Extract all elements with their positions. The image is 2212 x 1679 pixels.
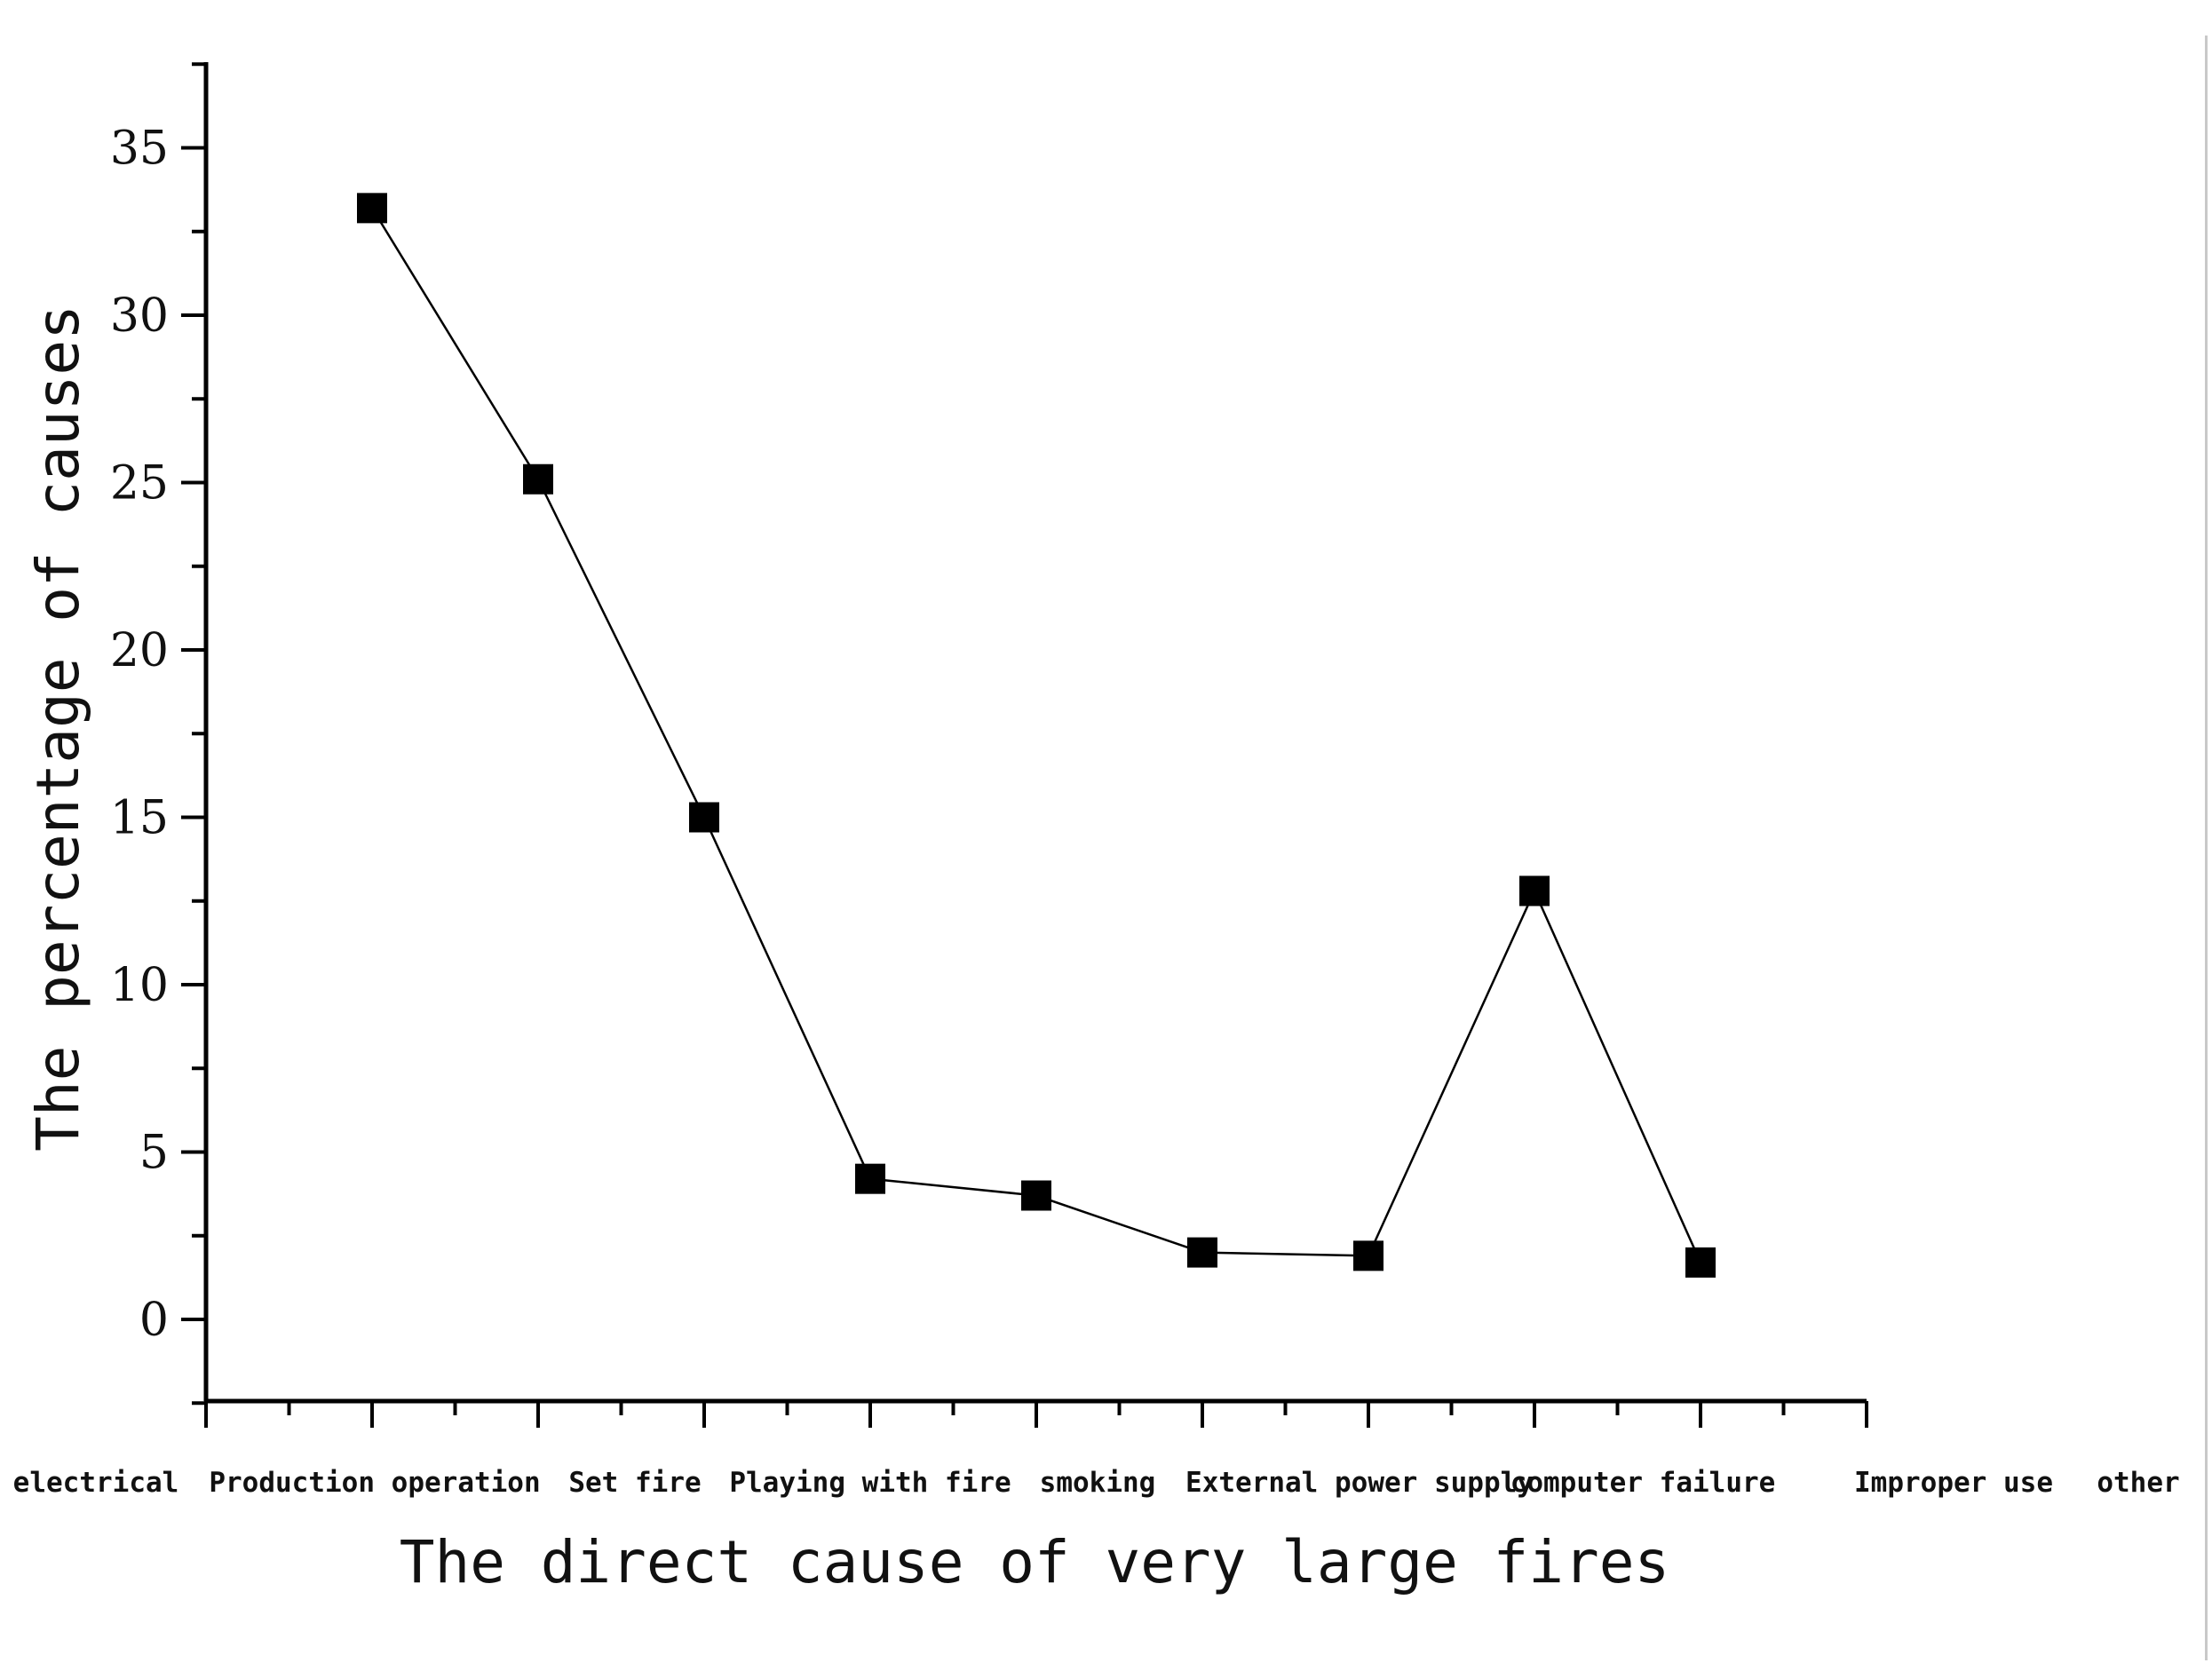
x-category-label: electrical <box>13 1467 179 1499</box>
data-point <box>523 463 553 495</box>
data-point <box>1685 1247 1716 1278</box>
x-category-label: Set fire <box>568 1467 701 1499</box>
y-tick-label: 5 <box>139 1127 169 1180</box>
data-point <box>855 1163 885 1194</box>
plot-area <box>357 193 1716 1278</box>
series-line <box>370 207 1702 1263</box>
data-point <box>1187 1237 1217 1268</box>
x-category-label: Playing with fire <box>729 1467 1011 1499</box>
data-point <box>1021 1180 1051 1211</box>
data-point <box>357 193 387 224</box>
category-labels: electrical Production operation Set fire Pl… <box>13 1467 2180 1499</box>
x-category-label: External power supply <box>1185 1467 1534 1499</box>
y-tick-label: 35 <box>110 123 169 176</box>
x-axis-ticks <box>204 1401 1868 1428</box>
data-point <box>689 802 719 833</box>
y-tick-label: 20 <box>110 624 169 677</box>
y-axis-title: The percentage of causes <box>24 305 92 1152</box>
right-border <box>2205 36 2208 1660</box>
y-tick-label: 30 <box>110 289 169 343</box>
y-tick-label: 0 <box>139 1294 169 1347</box>
x-category-label: smoking <box>1040 1467 1156 1499</box>
data-point <box>1353 1240 1383 1271</box>
x-category-label: other <box>2097 1467 2179 1499</box>
x-axis-title: The direct cause of very large fires <box>400 1528 1669 1596</box>
y-tick-label: 15 <box>110 792 169 845</box>
x-category-label: computer failure <box>1510 1467 1776 1499</box>
y-tick-label: 10 <box>110 959 169 1012</box>
data-point <box>1519 875 1550 907</box>
y-tick-label: 25 <box>110 457 169 511</box>
x-category-label: Production operation <box>209 1467 540 1499</box>
x-category-label: Improper use <box>1854 1467 2053 1499</box>
y-axis-ticks: 0 5 10 15 20 25 30 35 <box>110 62 206 1406</box>
